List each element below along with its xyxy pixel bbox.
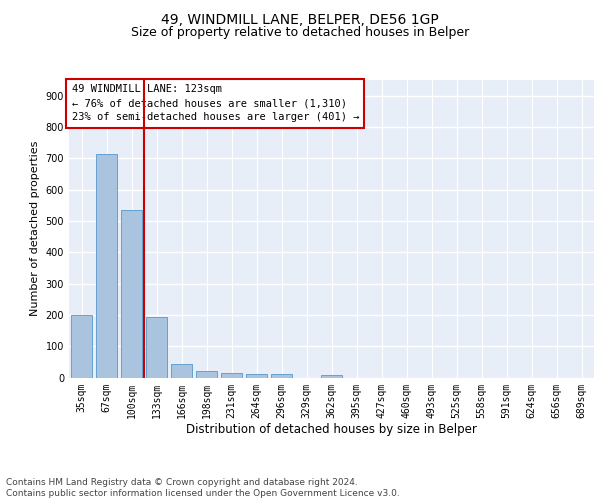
Bar: [196, 371, 217, 378]
Bar: [321, 375, 342, 378]
Text: 49 WINDMILL LANE: 123sqm
← 76% of detached houses are smaller (1,310)
23% of sem: 49 WINDMILL LANE: 123sqm ← 76% of detach…: [71, 84, 359, 122]
Y-axis label: Number of detached properties: Number of detached properties: [30, 141, 40, 316]
Bar: [71, 315, 92, 378]
Bar: [171, 364, 192, 378]
Bar: [271, 374, 292, 378]
Bar: [146, 317, 167, 378]
Text: Size of property relative to detached houses in Belper: Size of property relative to detached ho…: [131, 26, 469, 39]
Bar: [96, 154, 117, 378]
Bar: [246, 374, 267, 378]
Text: Contains HM Land Registry data © Crown copyright and database right 2024.
Contai: Contains HM Land Registry data © Crown c…: [6, 478, 400, 498]
Bar: [221, 373, 242, 378]
X-axis label: Distribution of detached houses by size in Belper: Distribution of detached houses by size …: [186, 423, 477, 436]
Bar: [121, 210, 142, 378]
Text: 49, WINDMILL LANE, BELPER, DE56 1GP: 49, WINDMILL LANE, BELPER, DE56 1GP: [161, 12, 439, 26]
